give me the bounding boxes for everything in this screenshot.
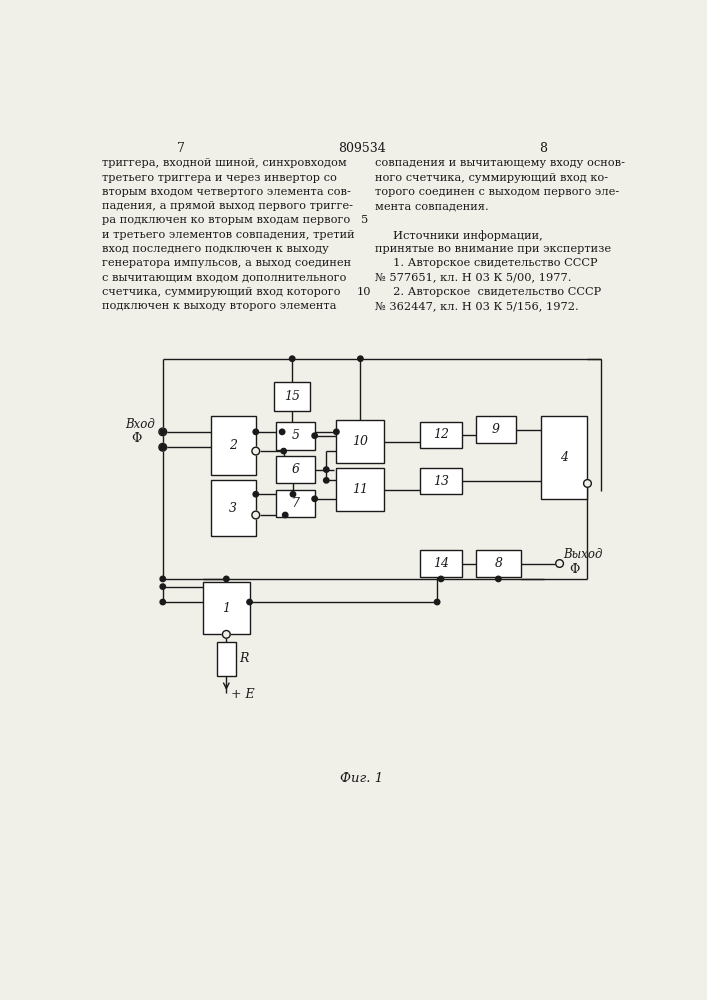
Circle shape <box>160 584 165 589</box>
Text: Источники информации,: Источники информации, <box>375 230 543 241</box>
Text: + E: + E <box>231 688 255 701</box>
Circle shape <box>223 631 230 638</box>
Text: вход последнего подключен к выходу: вход последнего подключен к выходу <box>103 244 329 254</box>
Circle shape <box>252 447 259 455</box>
Bar <box>337 420 385 463</box>
Text: третьего триггера и через инвертор со: третьего триггера и через инвертор со <box>103 173 337 183</box>
Text: мента совпадения.: мента совпадения. <box>375 201 489 211</box>
Text: 13: 13 <box>433 475 449 488</box>
Text: Выход: Выход <box>563 548 603 561</box>
Text: R: R <box>239 652 248 666</box>
Text: 809534: 809534 <box>338 142 386 155</box>
Text: 15: 15 <box>284 390 300 403</box>
Text: 7: 7 <box>177 142 185 155</box>
Text: 5: 5 <box>361 215 368 225</box>
Text: торого соединен с выходом первого эле-: торого соединен с выходом первого эле- <box>375 187 619 197</box>
Circle shape <box>252 511 259 519</box>
Text: вторым входом четвертого элемента сов-: вторым входом четвертого элемента сов- <box>103 187 351 197</box>
Circle shape <box>281 448 286 454</box>
Circle shape <box>324 467 329 472</box>
Bar <box>203 582 250 634</box>
Circle shape <box>324 478 329 483</box>
Bar <box>420 422 462 448</box>
Circle shape <box>438 576 444 582</box>
Text: 8: 8 <box>539 142 547 155</box>
Text: Φ: Φ <box>569 563 579 576</box>
Text: генератора импульсов, а выход соединен: генератора импульсов, а выход соединен <box>103 258 351 268</box>
Circle shape <box>159 443 167 451</box>
Text: Фиг. 1: Фиг. 1 <box>340 772 383 785</box>
Circle shape <box>312 496 317 502</box>
Text: № 577651, кл. Н 03 К 5/00, 1977.: № 577651, кл. Н 03 К 5/00, 1977. <box>375 272 572 282</box>
Text: 7: 7 <box>291 497 299 510</box>
Text: 2. Авторское  свидетельство СССР: 2. Авторское свидетельство СССР <box>375 287 601 297</box>
Circle shape <box>160 445 165 450</box>
Circle shape <box>160 445 165 450</box>
Circle shape <box>160 429 165 435</box>
Text: Вход: Вход <box>126 418 156 431</box>
Text: 10: 10 <box>357 287 371 297</box>
Circle shape <box>289 356 295 361</box>
Text: счетчика, суммирующий вход которого: счетчика, суммирующий вход которого <box>103 287 341 297</box>
Text: триггера, входной шиной, синхровходом: триггера, входной шиной, синхровходом <box>103 158 347 168</box>
Text: 12: 12 <box>433 428 449 441</box>
Text: 10: 10 <box>352 435 368 448</box>
Text: принятые во внимание при экспертизе: принятые во внимание при экспертизе <box>375 244 612 254</box>
Circle shape <box>583 480 591 487</box>
Text: 1: 1 <box>222 602 230 615</box>
Bar <box>476 416 516 443</box>
Text: Φ: Φ <box>131 432 141 445</box>
Text: 5: 5 <box>291 429 299 442</box>
Bar <box>274 382 310 411</box>
Circle shape <box>283 512 288 518</box>
Circle shape <box>556 560 563 567</box>
Text: 3: 3 <box>229 502 238 515</box>
Text: 2: 2 <box>229 439 238 452</box>
Circle shape <box>434 599 440 605</box>
Text: и третьего элементов совпадения, третий: и третьего элементов совпадения, третий <box>103 230 355 240</box>
Text: совпадения и вычитающему входу основ-: совпадения и вычитающему входу основ- <box>375 158 625 168</box>
Text: 8: 8 <box>494 557 503 570</box>
Text: 1. Авторское свидетельство СССР: 1. Авторское свидетельство СССР <box>375 258 597 268</box>
Bar <box>276 422 315 450</box>
Circle shape <box>279 429 285 435</box>
Bar <box>476 550 521 577</box>
Circle shape <box>496 576 501 582</box>
Text: 4: 4 <box>560 451 568 464</box>
Circle shape <box>223 576 229 582</box>
Bar <box>217 642 235 676</box>
Circle shape <box>160 576 165 582</box>
Circle shape <box>247 599 252 605</box>
Text: 14: 14 <box>433 557 449 570</box>
Text: ного счетчика, суммирующий вход ко-: ного счетчика, суммирующий вход ко- <box>375 173 608 183</box>
Circle shape <box>291 492 296 497</box>
Bar <box>541 416 588 499</box>
Text: с вычитающим входом дополнительного: с вычитающим входом дополнительного <box>103 272 346 282</box>
Bar <box>420 550 462 577</box>
Text: падения, а прямой выход первого тригге-: падения, а прямой выход первого тригге- <box>103 201 354 211</box>
Bar <box>211 416 256 475</box>
Text: ра подключен ко вторым входам первого: ра подключен ко вторым входам первого <box>103 215 351 225</box>
Text: 9: 9 <box>492 423 500 436</box>
Bar <box>337 468 385 511</box>
Circle shape <box>253 429 259 435</box>
Circle shape <box>312 433 317 438</box>
Bar <box>211 480 256 536</box>
Bar <box>276 490 315 517</box>
Circle shape <box>160 599 165 605</box>
Circle shape <box>334 429 339 435</box>
Bar <box>420 468 462 494</box>
Text: 11: 11 <box>352 483 368 496</box>
Circle shape <box>253 492 259 497</box>
Circle shape <box>159 428 167 436</box>
Text: подключен к выходу второго элемента: подключен к выходу второго элемента <box>103 301 337 311</box>
Bar <box>276 456 315 483</box>
Text: № 362447, кл. Н 03 К 5/156, 1972.: № 362447, кл. Н 03 К 5/156, 1972. <box>375 301 579 311</box>
Circle shape <box>358 356 363 361</box>
Text: 6: 6 <box>291 463 299 476</box>
